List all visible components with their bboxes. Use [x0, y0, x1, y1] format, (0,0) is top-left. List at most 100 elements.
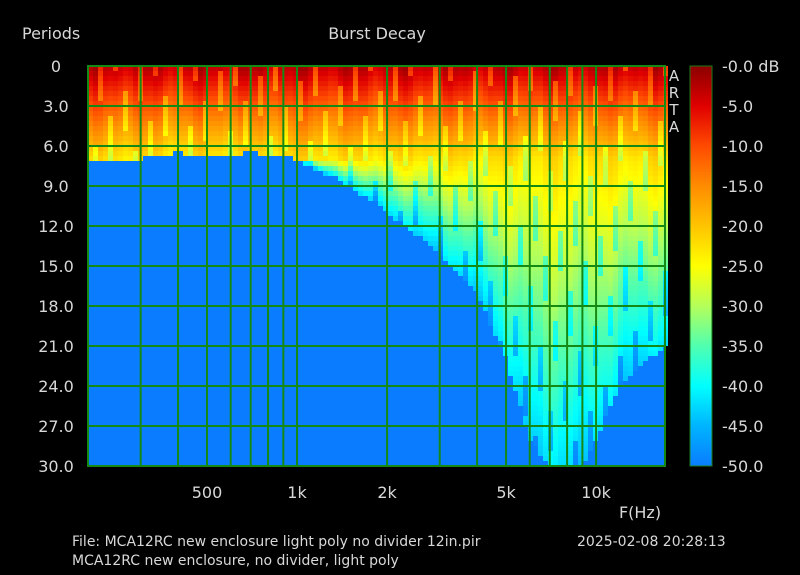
heatmap-cell	[133, 71, 138, 76]
heatmap-cell	[653, 216, 658, 221]
heatmap-cell	[518, 116, 523, 121]
heatmap-cell	[453, 251, 458, 256]
heatmap-cell	[558, 416, 563, 421]
heatmap-cell	[618, 71, 623, 76]
heatmap-cell	[628, 231, 633, 236]
heatmap-cell	[233, 126, 238, 131]
heatmap-cell	[393, 166, 398, 171]
heatmap-cell	[608, 396, 613, 401]
heatmap-cell	[553, 171, 558, 176]
heatmap-cell	[513, 171, 518, 176]
heatmap-cell	[203, 146, 208, 151]
heatmap-cell	[488, 161, 493, 166]
heatmap-cell	[128, 146, 133, 151]
heatmap-cell	[608, 371, 613, 376]
heatmap-cell	[618, 356, 623, 361]
heatmap-cell	[268, 151, 273, 156]
heatmap-cell	[398, 176, 403, 181]
heatmap-cell	[443, 206, 448, 211]
heatmap-cell	[518, 151, 523, 156]
heatmap-cell	[463, 86, 468, 91]
heatmap-cell	[608, 191, 613, 196]
heatmap-cell	[573, 96, 578, 101]
heatmap-cell	[133, 116, 138, 121]
heatmap-cell	[648, 311, 653, 316]
heatmap-cell	[268, 76, 273, 81]
heatmap-cell	[468, 86, 473, 91]
heatmap-cell	[443, 221, 448, 226]
heatmap-cell	[513, 286, 518, 291]
heatmap-cell	[513, 196, 518, 201]
heatmap-cell	[603, 266, 608, 271]
heatmap-cell	[618, 151, 623, 156]
heatmap-cell	[573, 291, 578, 296]
heatmap-cell	[163, 106, 168, 111]
heatmap-cell	[603, 76, 608, 81]
heatmap-cell	[573, 156, 578, 161]
heatmap-cell	[483, 276, 488, 281]
heatmap-cell	[578, 71, 583, 76]
heatmap-cell	[288, 111, 293, 116]
heatmap-cell	[658, 161, 663, 166]
heatmap-cell	[323, 86, 328, 91]
heatmap-cell	[378, 96, 383, 101]
heatmap-cell	[603, 161, 608, 166]
heatmap-cell	[393, 191, 398, 196]
heatmap-cell	[493, 321, 498, 326]
heatmap-cell	[558, 216, 563, 221]
heatmap-cell	[583, 436, 588, 441]
heatmap-cell	[433, 211, 438, 216]
heatmap-cell	[493, 146, 498, 151]
heatmap-cell	[568, 351, 573, 356]
heatmap-cell	[333, 71, 338, 76]
heatmap-cell	[638, 166, 643, 171]
heatmap-cell	[363, 191, 368, 196]
heatmap-cell	[563, 281, 568, 286]
heatmap-cell	[653, 161, 658, 166]
heatmap-cell	[643, 331, 648, 336]
heatmap-cell	[588, 361, 593, 366]
heatmap-cell	[638, 76, 643, 81]
heatmap-cell	[608, 86, 613, 91]
heatmap-cell	[623, 116, 628, 121]
heatmap-cell	[458, 81, 463, 86]
heatmap-cell	[453, 101, 458, 106]
heatmap-cell	[553, 286, 558, 291]
heatmap-cell	[523, 221, 528, 226]
heatmap-cell	[368, 91, 373, 96]
heatmap-cell	[153, 106, 158, 111]
heatmap-cell	[88, 136, 93, 141]
heatmap-cell	[488, 301, 493, 306]
heatmap-cell	[473, 161, 478, 166]
heatmap-cell	[478, 71, 483, 76]
heatmap-cell	[543, 76, 548, 81]
heatmap-cell	[553, 66, 558, 71]
heatmap-cell	[443, 166, 448, 171]
heatmap-cell	[618, 271, 623, 276]
heatmap-cell	[533, 71, 538, 76]
heatmap-cell	[538, 186, 543, 191]
heatmap-cell	[428, 126, 433, 131]
heatmap-cell	[558, 141, 563, 146]
heatmap-cell	[618, 206, 623, 211]
heatmap-cell	[563, 351, 568, 356]
heatmap-cell	[648, 286, 653, 291]
heatmap-cell	[513, 316, 518, 321]
heatmap-cell	[618, 166, 623, 171]
heatmap-cell	[468, 151, 473, 156]
heatmap-cell	[373, 186, 378, 191]
heatmap-cell	[648, 196, 653, 201]
heatmap-cell	[558, 311, 563, 316]
heatmap-cell	[653, 321, 658, 326]
heatmap-cell	[608, 266, 613, 271]
heatmap-cell	[153, 101, 158, 106]
heatmap-cell	[363, 156, 368, 161]
heatmap-cell	[613, 351, 618, 356]
heatmap-cell	[103, 136, 108, 141]
heatmap-cell	[458, 151, 463, 156]
heatmap-cell	[173, 106, 178, 111]
heatmap-cell	[448, 206, 453, 211]
heatmap-cell	[543, 111, 548, 116]
heatmap-cell	[588, 66, 593, 71]
heatmap-cell	[533, 66, 538, 71]
